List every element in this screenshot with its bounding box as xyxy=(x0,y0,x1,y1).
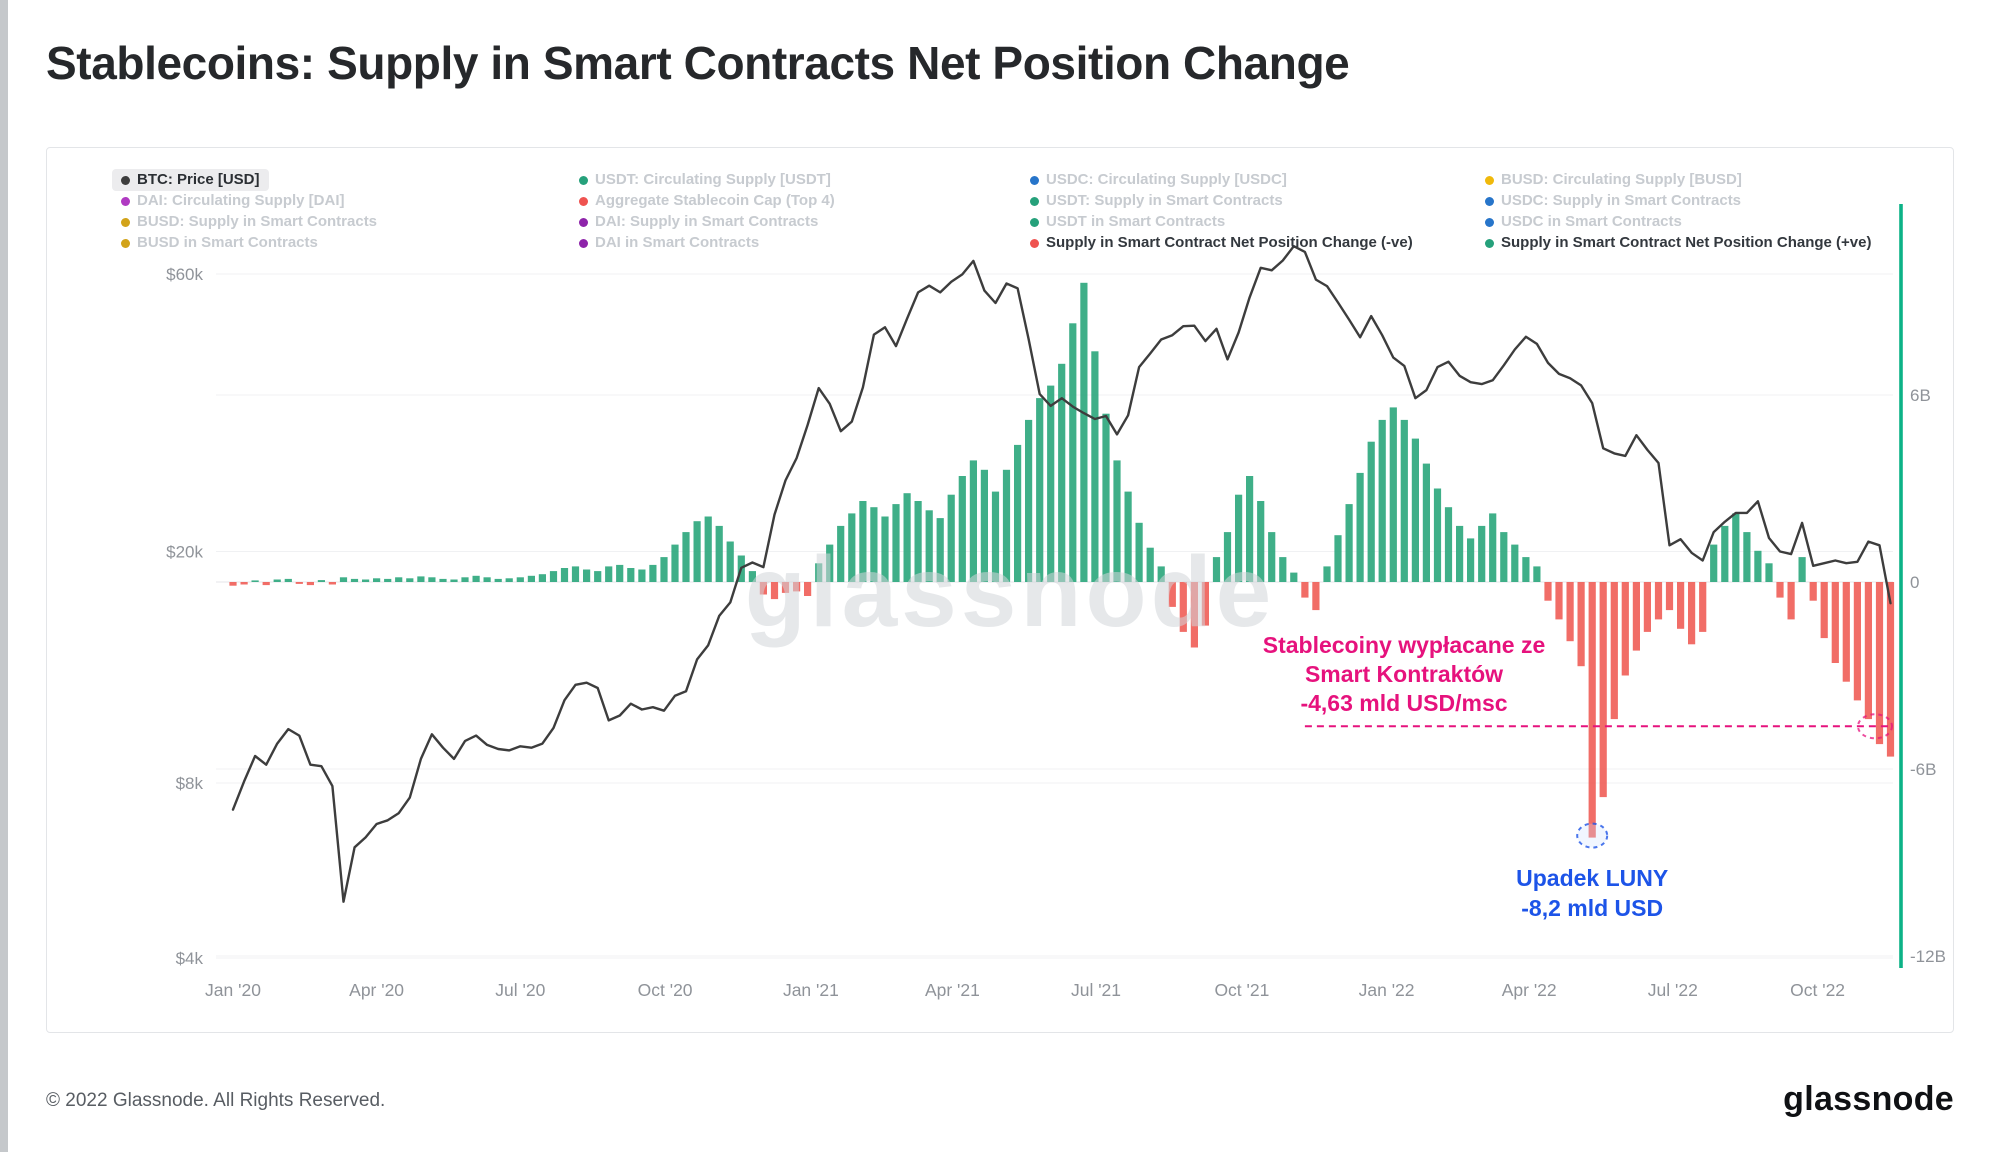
svg-text:Stablecoiny wypłacane ze: Stablecoiny wypłacane ze xyxy=(1263,632,1546,658)
svg-text:$8k: $8k xyxy=(176,774,204,793)
x-axis-labels: Jan '20 Apr '20 Jul '20 Oct '20 Jan '21 Apr '… xyxy=(205,980,1845,1000)
legend-item-busd-circulating-supply-busd[interactable]: BUSD: Circulating Supply [BUSD] xyxy=(1485,170,1742,190)
legend-dot-icon xyxy=(121,217,130,227)
watermark-text: glassnode xyxy=(745,536,1276,648)
legend-item-busd-in-smart-contracts[interactable]: BUSD in Smart Contracts xyxy=(121,233,318,253)
legend-dot-icon xyxy=(1030,217,1039,227)
legend-item-label: Supply in Smart Contract Net Position Ch… xyxy=(1501,234,1872,251)
legend-item-usdt-circulating-supply-usdt[interactable]: USDT: Circulating Supply [USDT] xyxy=(579,170,831,190)
legend-dot-icon xyxy=(121,238,130,248)
svg-text:Jan '21: Jan '21 xyxy=(783,980,839,1000)
legend-item-usdt-in-smart-contracts[interactable]: USDT in Smart Contracts xyxy=(1030,212,1225,232)
svg-text:-4,63 mld USD/msc: -4,63 mld USD/msc xyxy=(1300,690,1507,716)
legend-dot-icon xyxy=(579,217,588,227)
legend-dot-icon xyxy=(1030,238,1039,248)
legend-item-label: BUSD: Supply in Smart Contracts xyxy=(137,213,378,230)
legend-item-label: USDC: Circulating Supply [USDC] xyxy=(1046,171,1287,188)
legend-dot-icon xyxy=(1030,196,1039,206)
legend-dot-icon xyxy=(1485,217,1494,227)
legend-item-supply-in-smart-contract-net-position-change-ve[interactable]: Supply in Smart Contract Net Position Ch… xyxy=(1485,233,1871,253)
legend-item-supply-in-smart-contract-net-position-change-ve[interactable]: Supply in Smart Contract Net Position Ch… xyxy=(1030,233,1413,253)
svg-text:Apr '20: Apr '20 xyxy=(349,980,404,1000)
legend-dot-icon xyxy=(1485,238,1494,248)
withdrawal-annotation: Stablecoiny wypłacane ze Smart Kontraktów… xyxy=(1263,632,1893,740)
legend-dot-icon xyxy=(1030,175,1039,185)
svg-text:$60k: $60k xyxy=(166,265,203,284)
legend-item-btc-price-usd[interactable]: BTC: Price [USD] xyxy=(112,169,269,191)
btc-price-line[interactable] xyxy=(231,244,1892,903)
legend-item-label: BTC: Price [USD] xyxy=(137,171,260,188)
svg-text:Upadek LUNY: Upadek LUNY xyxy=(1516,865,1668,891)
copyright-text: © 2022 Glassnode. All Rights Reserved. xyxy=(46,1090,386,1111)
legend-item-label: Aggregate Stablecoin Cap (Top 4) xyxy=(595,192,835,209)
legend-item-label: USDT: Supply in Smart Contracts xyxy=(1046,192,1283,209)
svg-text:$20k: $20k xyxy=(166,543,203,562)
svg-text:Jul '22: Jul '22 xyxy=(1648,980,1698,1000)
svg-text:6B: 6B xyxy=(1910,386,1931,405)
legend-item-label: BUSD: Circulating Supply [BUSD] xyxy=(1501,171,1742,188)
legend-item-label: USDT in Smart Contracts xyxy=(1046,213,1226,230)
glassnode-logo: glassnode xyxy=(1783,1080,1954,1118)
svg-text:$4k: $4k xyxy=(176,949,204,968)
legend-item-usdc-supply-in-smart-contracts[interactable]: USDC: Supply in Smart Contracts xyxy=(1485,191,1741,211)
legend-dot-icon xyxy=(121,196,130,206)
svg-text:Jul '21: Jul '21 xyxy=(1071,980,1121,1000)
legend-dot-icon xyxy=(579,238,588,248)
svg-text:Smart Kontraktów: Smart Kontraktów xyxy=(1305,661,1503,687)
legend-dot-icon xyxy=(1485,175,1494,185)
legend-item-busd-supply-in-smart-contracts[interactable]: BUSD: Supply in Smart Contracts xyxy=(121,212,377,232)
svg-text:Jan '20: Jan '20 xyxy=(205,980,261,1000)
svg-text:Jan '22: Jan '22 xyxy=(1359,980,1415,1000)
legend-dot-icon xyxy=(1485,196,1494,206)
luna-low-circle xyxy=(1576,822,1609,849)
legend-dot-icon xyxy=(579,196,588,206)
legend-item-label: BUSD in Smart Contracts xyxy=(137,234,318,251)
svg-text:Oct '21: Oct '21 xyxy=(1214,980,1269,1000)
legend-item-label: USDC in Smart Contracts xyxy=(1501,213,1682,230)
svg-text:0: 0 xyxy=(1910,573,1919,592)
chart-panel: glassnode Stablecoiny wypłacane ze Smart K… xyxy=(46,147,1954,1033)
legend-item-dai-supply-in-smart-contracts[interactable]: DAI: Supply in Smart Contracts xyxy=(579,212,818,232)
legend-item-label: Supply in Smart Contract Net Position Ch… xyxy=(1046,234,1413,251)
svg-text:Oct '22: Oct '22 xyxy=(1790,980,1845,1000)
legend-item-label: DAI: Circulating Supply [DAI] xyxy=(137,192,345,209)
svg-text:Jul '20: Jul '20 xyxy=(495,980,545,1000)
legend-item-label: USDC: Supply in Smart Contracts xyxy=(1501,192,1742,209)
net-position-bars[interactable] xyxy=(229,282,1895,838)
legend-item-usdt-supply-in-smart-contracts[interactable]: USDT: Supply in Smart Contracts xyxy=(1030,191,1283,211)
legend-dot-icon xyxy=(121,175,130,185)
current-value-circle xyxy=(1857,713,1893,740)
right-axis-labels: 6B 0 -6B -12B xyxy=(1910,386,1946,966)
legend-item-label: USDT: Circulating Supply [USDT] xyxy=(595,171,831,188)
left-axis-labels: $60k $20k $8k $4k xyxy=(166,265,203,968)
svg-text:-6B: -6B xyxy=(1910,760,1936,779)
page-title: Stablecoins: Supply in Smart Contracts N… xyxy=(46,37,1350,89)
svg-text:-12B: -12B xyxy=(1910,947,1946,966)
svg-text:Apr '21: Apr '21 xyxy=(925,980,980,1000)
chart-legend: BTC: Price [USD] USDT: Circulating Supply… xyxy=(47,148,1953,268)
legend-item-label: DAI in Smart Contracts xyxy=(595,234,760,251)
legend-item-aggregate-stablecoin-cap-top-4[interactable]: Aggregate Stablecoin Cap (Top 4) xyxy=(579,191,835,211)
legend-item-dai-in-smart-contracts[interactable]: DAI in Smart Contracts xyxy=(579,233,759,253)
legend-item-label: DAI: Supply in Smart Contracts xyxy=(595,213,819,230)
legend-item-usdc-circulating-supply-usdc[interactable]: USDC: Circulating Supply [USDC] xyxy=(1030,170,1287,190)
legend-dot-icon xyxy=(579,175,588,185)
page-left-edge-strip xyxy=(0,0,8,1152)
legend-item-usdc-in-smart-contracts[interactable]: USDC in Smart Contracts xyxy=(1485,212,1682,232)
legend-item-dai-circulating-supply-dai[interactable]: DAI: Circulating Supply [DAI] xyxy=(121,191,345,211)
svg-text:-8,2 mld USD: -8,2 mld USD xyxy=(1521,895,1663,921)
luna-annotation: Upadek LUNY -8,2 mld USD xyxy=(1516,822,1668,921)
svg-text:Oct '20: Oct '20 xyxy=(638,980,693,1000)
svg-text:Apr '22: Apr '22 xyxy=(1502,980,1557,1000)
